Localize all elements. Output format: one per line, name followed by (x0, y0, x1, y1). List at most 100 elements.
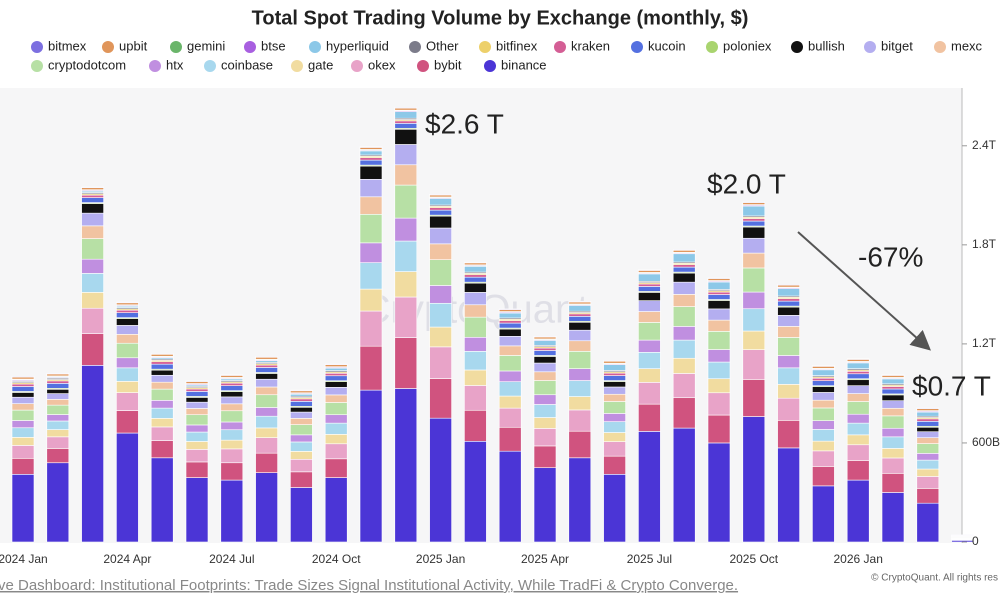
bar-segment (881, 378, 905, 385)
bar-segment (429, 243, 452, 260)
bar-segment (220, 448, 244, 464)
y-tick-label: 1.2T (972, 336, 997, 350)
bar-segment (429, 259, 452, 286)
bar-segment (672, 272, 696, 283)
bar-segment (394, 388, 418, 543)
legend-label: bitfinex (496, 38, 538, 53)
bar-segment (742, 220, 766, 227)
bar-segment (11, 437, 35, 446)
bar-segment (11, 392, 35, 398)
bar-segment (533, 380, 557, 396)
bar-segment (916, 411, 940, 417)
bar-segment (429, 198, 452, 206)
bar-segment (116, 342, 139, 359)
bar-segment (255, 356, 278, 358)
bar-segment (255, 415, 278, 429)
bar-segment (185, 477, 209, 543)
bar-segment (324, 372, 348, 377)
bar-segment (81, 365, 104, 543)
bar-segment (464, 265, 487, 273)
bar-segment (846, 373, 870, 380)
bar-segment (707, 319, 731, 332)
bar-segment (464, 282, 487, 293)
bar-segment (220, 479, 244, 543)
bar-segment (464, 304, 487, 318)
bar-segment (185, 414, 209, 426)
bar-segment (116, 301, 139, 304)
legend-swatch (791, 41, 803, 53)
bar-segment (394, 164, 418, 186)
bar-segment (81, 203, 104, 214)
bar-segment (464, 261, 487, 264)
bar-segment (150, 381, 174, 390)
bar-segment (498, 450, 522, 543)
bar-segment (359, 196, 383, 215)
footer-link[interactable]: ve Dashboard: Institutional Footprints: … (0, 577, 738, 594)
bar-segment (394, 120, 418, 124)
bar-segment (568, 430, 592, 459)
bar-segment (324, 402, 348, 416)
bar-segment (881, 407, 905, 417)
legend-swatch (204, 60, 216, 72)
legend-label: hyperliquid (326, 38, 389, 53)
bar-segment (916, 437, 940, 444)
bar-segment (812, 420, 835, 430)
legend-label: bullish (808, 38, 845, 53)
annotation: $2.0 T (707, 168, 786, 199)
bar-segment (777, 300, 800, 307)
bar-segment (116, 334, 139, 344)
bar-segment (464, 292, 487, 306)
bar-segment (464, 409, 487, 442)
bar-segment (394, 217, 418, 242)
bar-segment (707, 392, 731, 416)
bar-segment (290, 406, 313, 413)
bar-segment (881, 448, 905, 459)
bar-segment (881, 394, 905, 401)
bar-segment (359, 389, 383, 543)
legend-label: htx (166, 57, 184, 72)
bar-segment (116, 410, 139, 434)
bar-segment (185, 408, 209, 416)
bar-segment (916, 418, 940, 422)
bar-segment (116, 312, 139, 318)
x-tick-label: 2025 Jul (627, 552, 672, 566)
bar-segment (533, 404, 557, 418)
bar-segment (81, 194, 104, 198)
bar-segment (846, 460, 870, 481)
bar-segment (498, 407, 522, 428)
bar-segment (603, 474, 626, 543)
bar-segment (81, 333, 104, 366)
bar-segment (742, 201, 766, 203)
bar-segment (464, 336, 487, 352)
bar-segment (916, 502, 940, 543)
bar-segment (846, 413, 870, 424)
bar-segment (290, 434, 313, 443)
bar-segment (290, 471, 313, 488)
bar-segment (812, 380, 835, 386)
bar-segment (777, 298, 800, 302)
annotation: -67% (858, 241, 923, 272)
bar-segment (11, 427, 35, 438)
bar-segment (185, 431, 209, 442)
legend-swatch (706, 41, 718, 53)
bar-segment (603, 413, 626, 422)
bar-segment (116, 367, 139, 382)
bar-segment (150, 440, 174, 459)
bar-segment (707, 414, 731, 444)
bar-segment (916, 421, 940, 427)
bar-segment (81, 238, 104, 260)
bar-segment (672, 253, 696, 263)
bar-segment (638, 292, 661, 301)
bar-segment (916, 431, 940, 438)
bar-segment (881, 427, 905, 438)
legend-label: gate (308, 57, 333, 72)
bar-segment (81, 258, 104, 274)
bar-segment (846, 434, 870, 446)
bar-segment (429, 417, 452, 543)
bar-segment (255, 407, 278, 417)
bar-segment (324, 387, 348, 396)
legend-label: bybit (434, 57, 462, 72)
bar-segment (290, 441, 313, 452)
legend-swatch (149, 60, 161, 72)
bar-segment (603, 364, 626, 371)
